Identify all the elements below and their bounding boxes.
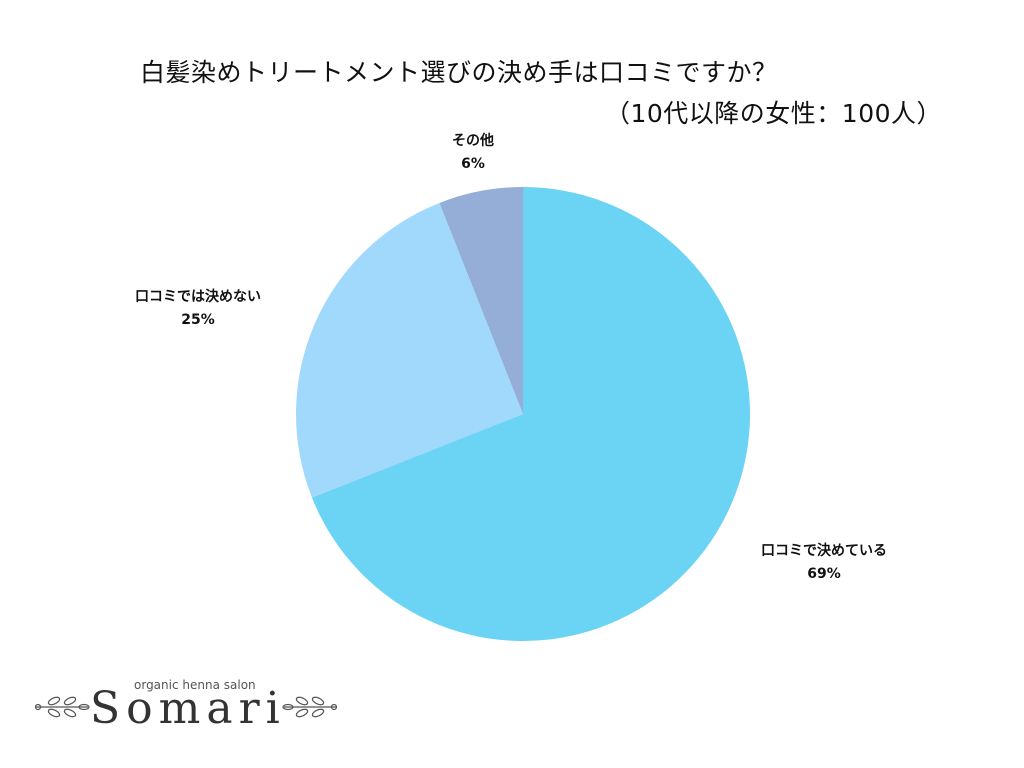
slice-label-2: その他 6% <box>420 130 526 176</box>
pie-slice-1 <box>295 202 523 498</box>
slice-label-0: 口コミで決めている 69% <box>741 540 907 586</box>
logo-tagline: organic henna salon <box>134 678 256 692</box>
slice-label-1-name: 口コミでは決めない <box>135 289 261 305</box>
left-leaf-ornament-icon <box>34 696 90 718</box>
slice-label-2-value: 6% <box>461 156 485 172</box>
slice-label-2-name: その他 <box>452 133 494 149</box>
logo-brand: Somari <box>90 683 286 734</box>
pie-slice-2 <box>439 187 523 414</box>
right-leaf-ornament-icon <box>282 696 338 718</box>
chart-title: 白髪染めトリートメント選びの決め手は口コミですか？ <box>140 58 778 87</box>
pie-slice-0 <box>311 187 750 641</box>
salon-logo: organic henna salon Somari <box>30 673 340 735</box>
slice-label-1-value: 25% <box>181 312 215 328</box>
slice-label-0-value: 69% <box>807 566 841 582</box>
slice-label-0-name: 口コミで決めている <box>761 543 887 559</box>
slice-label-1: 口コミでは決めない 25% <box>115 286 281 332</box>
chart-subtitle: （10代以降の女性：100人） <box>605 99 943 128</box>
